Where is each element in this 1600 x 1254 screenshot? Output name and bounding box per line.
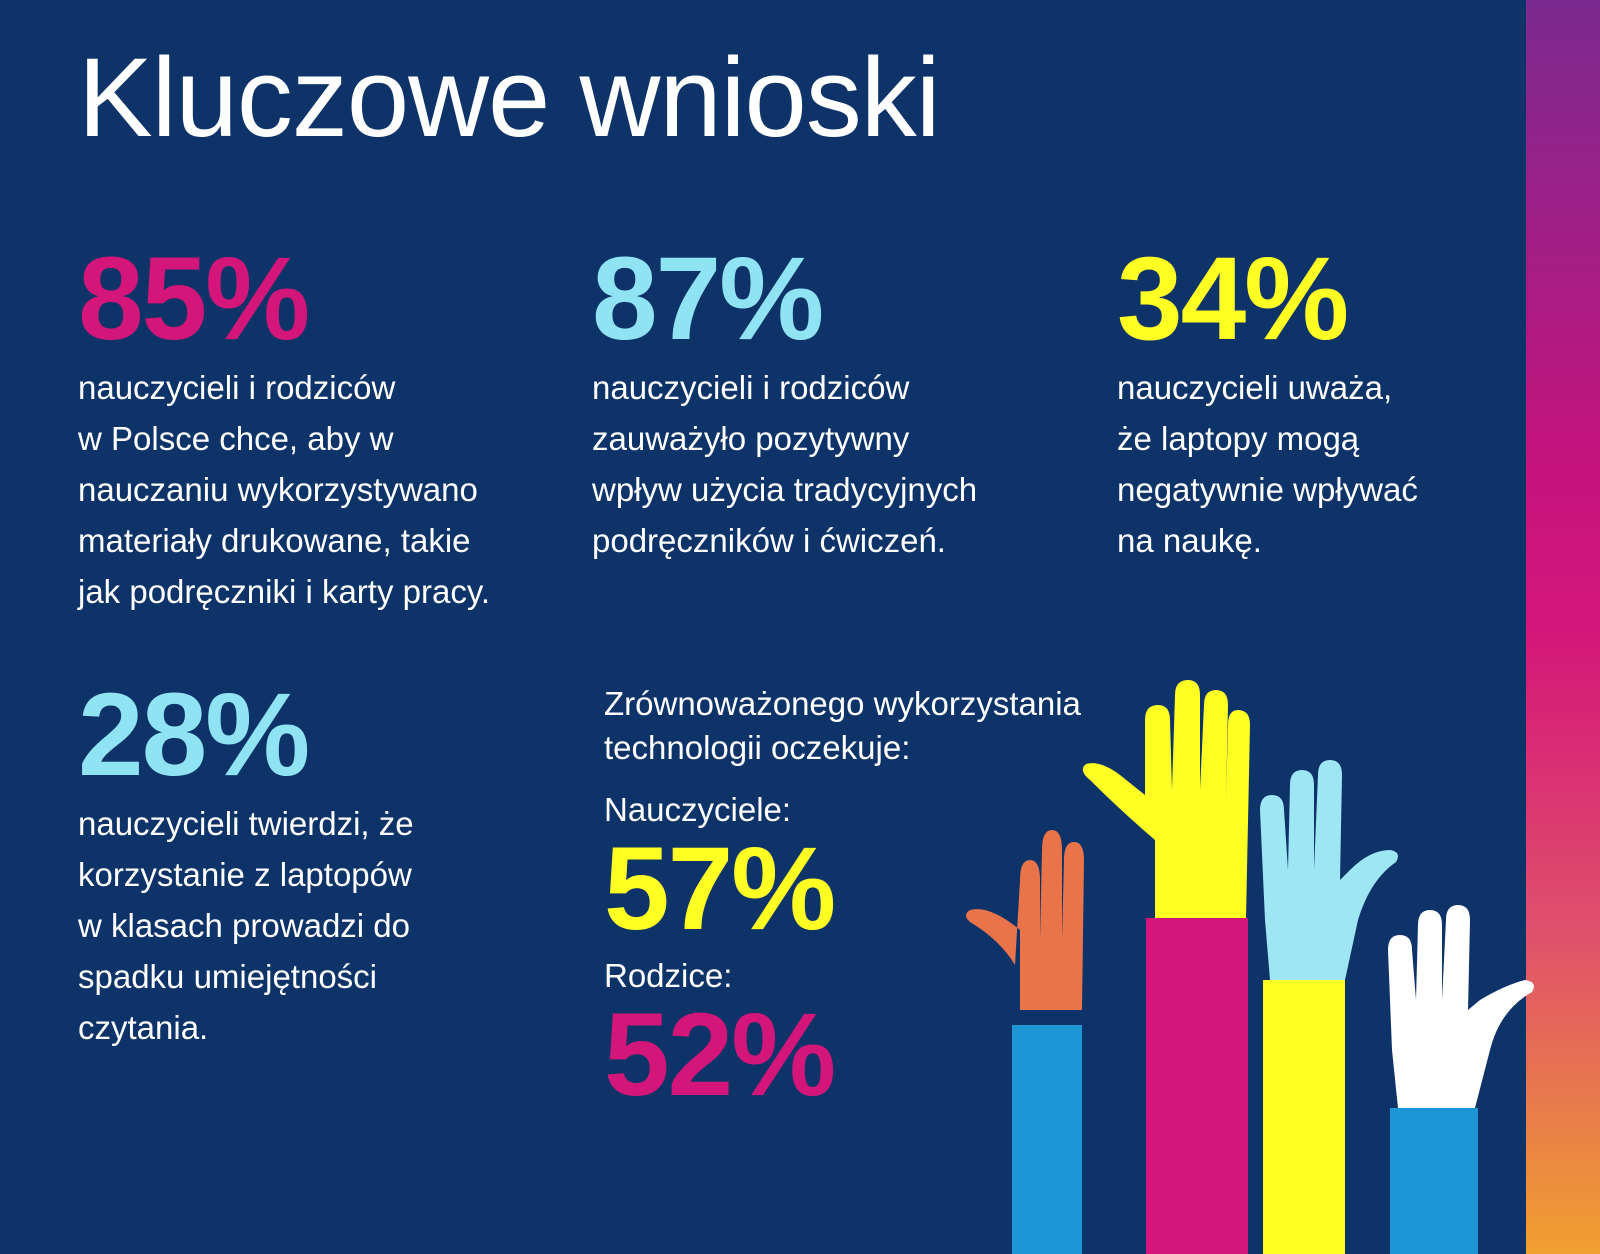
stat-description: nauczycieli i rodziców zauważyło pozytyw… xyxy=(592,369,978,559)
lightblue-hand-icon xyxy=(1260,760,1398,1254)
yellow-hand-icon xyxy=(1082,680,1250,1254)
stat-description: nauczycieli twierdzi, że korzystanie z l… xyxy=(78,805,414,1046)
stat-block-85: 85% nauczycieli i rodziców w Polsce chce… xyxy=(78,240,490,617)
parents-value: 52% xyxy=(604,989,836,1121)
stat-value: 87% xyxy=(592,233,824,365)
stat-block-34: 34% nauczycieli uważa, że laptopy mogą n… xyxy=(1117,240,1418,566)
teachers-value: 57% xyxy=(604,823,836,955)
expectation-block: Zrównoważonego wykorzystania technologii… xyxy=(604,682,1081,1114)
stat-block-87: 87% nauczycieli i rodziców zauważyło poz… xyxy=(592,240,977,566)
expectation-intro: Zrównoważonego wykorzystania technologii… xyxy=(604,685,1081,766)
stat-value: 28% xyxy=(78,669,310,801)
stat-block-28: 28% nauczycieli twierdzi, że korzystanie… xyxy=(78,676,414,1053)
orange-hand-icon xyxy=(966,830,1084,1254)
white-hand-icon xyxy=(1388,905,1534,1254)
side-gradient-stripe xyxy=(1526,0,1600,1254)
stat-description: nauczycieli i rodziców w Polsce chce, ab… xyxy=(78,369,491,610)
stat-value: 34% xyxy=(1117,233,1349,365)
stat-value: 85% xyxy=(78,233,310,365)
page-title: Kluczowe wnioski xyxy=(78,35,941,160)
raised-hands-illustration xyxy=(966,680,1534,1254)
teachers-label: Nauczyciele: xyxy=(604,791,792,828)
parents-label: Rodzice: xyxy=(604,957,733,994)
stat-description: nauczycieli uważa, że laptopy mogą negat… xyxy=(1117,369,1418,559)
